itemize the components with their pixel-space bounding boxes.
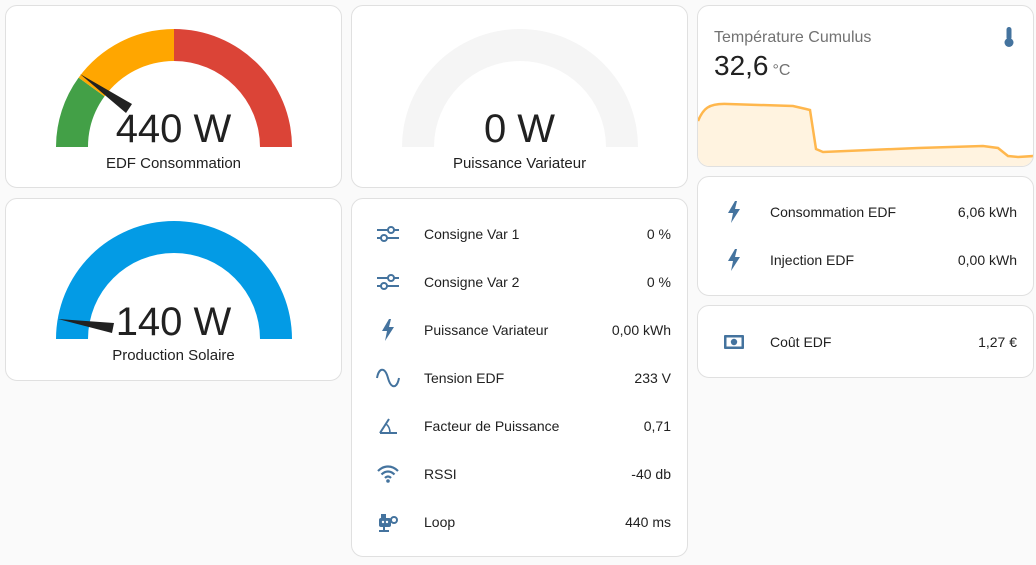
gauge-segment-orange bbox=[78, 29, 174, 97]
entities-card-main: Consigne Var 1 0 % Consigne Var 2 0 % Pu… bbox=[351, 198, 688, 557]
entity-value: 0,71 bbox=[643, 418, 671, 434]
entity-label: Consommation EDF bbox=[770, 204, 897, 220]
gauge-needle bbox=[80, 74, 132, 113]
entity-value: 0,00 kWh bbox=[611, 322, 671, 338]
entity-label: Tension EDF bbox=[424, 370, 505, 386]
entity-row-facteur-de-puissance[interactable]: Facteur de Puissance 0,71 bbox=[352, 402, 687, 450]
entity-row-cout-edf[interactable]: Coût EDF 1,27 € bbox=[698, 318, 1033, 366]
entity-value: 233 V bbox=[634, 370, 671, 386]
tune-icon bbox=[352, 225, 424, 243]
entity-label: RSSI bbox=[424, 466, 457, 482]
entity-row-injection-edf[interactable]: Injection EDF 0,00 kWh bbox=[698, 236, 1033, 284]
entity-value: 440 ms bbox=[625, 514, 671, 530]
entity-label: Consigne Var 1 bbox=[424, 226, 520, 242]
entity-value: 0 % bbox=[646, 274, 671, 290]
entity-value: -40 db bbox=[631, 466, 671, 482]
gauge-value: 0 W bbox=[483, 107, 556, 151]
thermometer-icon bbox=[1004, 27, 1014, 47]
entity-row-consigne-var-1[interactable]: Consigne Var 1 0 % bbox=[352, 210, 687, 258]
gauge-name: Puissance Variateur bbox=[452, 155, 587, 172]
graph-area bbox=[698, 103, 1033, 166]
gauge-card-variateur[interactable]: 0 W Puissance Variateur bbox=[351, 5, 688, 188]
gauge-needle bbox=[58, 319, 114, 333]
entity-row-rssi[interactable]: RSSI -40 db bbox=[352, 450, 687, 498]
entity-row-consigne-var-2[interactable]: Consigne Var 2 0 % bbox=[352, 258, 687, 306]
tune-icon bbox=[352, 273, 424, 291]
gauge-value: 140 W bbox=[115, 300, 232, 344]
entity-value: 0 % bbox=[646, 226, 671, 242]
gauge-segment-red bbox=[174, 29, 292, 147]
sensor-value-number: 32,6 bbox=[714, 50, 769, 81]
entity-value: 6,06 kWh bbox=[957, 204, 1017, 220]
sensor-card-temperature[interactable]: Température Cumulus 32,6 °C bbox=[697, 5, 1034, 167]
gauge-name: Production Solaire bbox=[112, 347, 235, 364]
entity-label: Injection EDF bbox=[770, 252, 855, 268]
gauge-name: EDF Consommation bbox=[105, 155, 242, 172]
entity-label: Facteur de Puissance bbox=[424, 418, 560, 434]
angle-icon bbox=[352, 417, 424, 435]
entity-label: Coût EDF bbox=[770, 334, 832, 350]
gauge-fill-blue bbox=[56, 221, 292, 339]
sensor-unit: °C bbox=[772, 62, 791, 79]
gauge-segment-green bbox=[56, 77, 105, 147]
entity-row-loop[interactable]: Loop 440 ms bbox=[352, 498, 687, 546]
entity-value: 1,27 € bbox=[978, 334, 1017, 350]
temperature-history-graph bbox=[698, 102, 1033, 166]
entities-card-cost: Coût EDF 1,27 € bbox=[697, 305, 1034, 378]
entity-row-consommation-edf[interactable]: Consommation EDF 6,06 kWh bbox=[698, 188, 1033, 236]
gauge-edf-graphic bbox=[56, 29, 292, 147]
gauge-variateur-graphic bbox=[402, 29, 638, 147]
gauge-card-edf[interactable]: 440 W EDF Consommation bbox=[5, 5, 342, 188]
entity-label: Puissance Variateur bbox=[424, 322, 549, 338]
robot-icon bbox=[352, 512, 424, 532]
entity-row-puissance-variateur[interactable]: Puissance Variateur 0,00 kWh bbox=[352, 306, 687, 354]
flash-icon bbox=[352, 319, 424, 341]
graph-line bbox=[698, 102, 1033, 159]
gauge-solaire-graphic bbox=[56, 221, 292, 339]
flash-icon bbox=[698, 249, 770, 271]
flash-icon bbox=[698, 201, 770, 223]
cash-icon bbox=[698, 335, 770, 349]
gauge-card-solaire[interactable]: 140 W Production Solaire bbox=[5, 198, 342, 381]
gauge-track bbox=[402, 29, 638, 147]
entities-card-edf: Consommation EDF 6,06 kWh Injection EDF … bbox=[697, 176, 1034, 296]
sine-wave-icon bbox=[352, 368, 424, 388]
entity-value: 0,00 kWh bbox=[957, 252, 1017, 268]
entity-row-tension-edf[interactable]: Tension EDF 233 V bbox=[352, 354, 687, 402]
gauge-value: 440 W bbox=[115, 107, 232, 151]
sensor-value: 32,6 °C bbox=[714, 50, 790, 82]
entity-label: Consigne Var 2 bbox=[424, 274, 520, 290]
sensor-title: Température Cumulus bbox=[714, 29, 872, 46]
entity-label: Loop bbox=[424, 514, 456, 530]
wifi-icon bbox=[352, 465, 424, 483]
